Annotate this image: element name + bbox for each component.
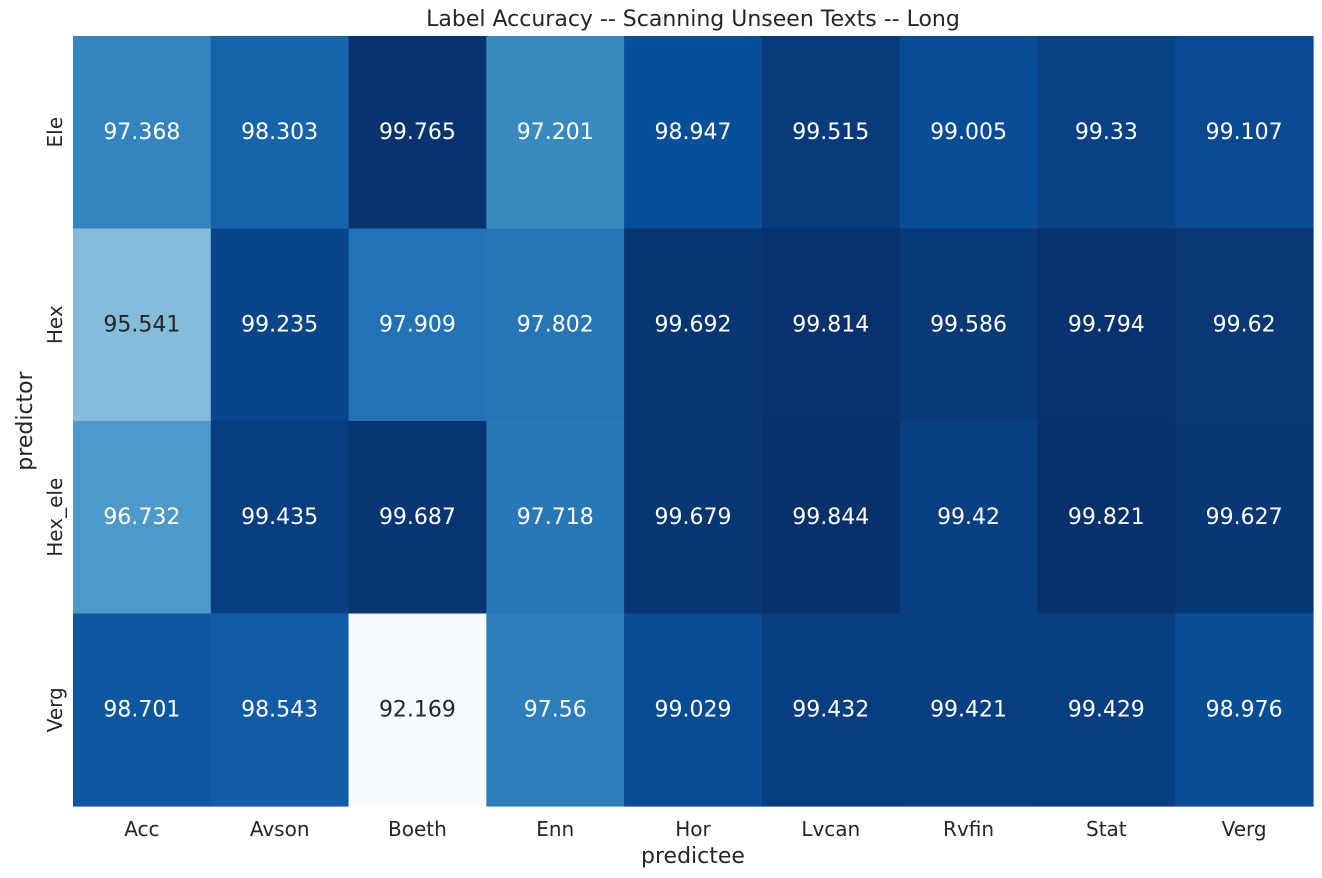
cell-value-label: 99.687: [379, 505, 456, 530]
heatmap-cell: [624, 36, 763, 230]
cell-value-label: 99.107: [1206, 120, 1283, 145]
y-tick-labels: Ele Hex Hex_ele Verg: [43, 117, 67, 732]
heatmap-cell: [761, 36, 901, 230]
cell-value-label: 98.701: [103, 697, 180, 722]
cell-value-label: 98.303: [241, 120, 318, 145]
heatmap-cell: [1175, 228, 1314, 422]
heatmap-cell: [73, 613, 212, 807]
cell-value-label: 99.844: [792, 505, 869, 530]
cell-value-label: 96.732: [103, 505, 180, 530]
heatmap-cell: [486, 36, 625, 230]
heatmap-cell: [1037, 36, 1176, 230]
x-tick-label: Acc: [124, 817, 159, 841]
x-tick-labels: Acc Avson Boeth Enn Hor Lvcan Rvfin Stat Verg: [124, 817, 1266, 841]
heatmap-cell: [210, 613, 350, 807]
cell-value-label: 99.421: [930, 697, 1007, 722]
y-axis-label: predictor: [13, 370, 38, 470]
y-tick-label: Verg: [43, 687, 67, 732]
heatmap-cell: [486, 228, 625, 422]
cell-value-label: 99.765: [379, 120, 456, 145]
y-tick-label: Hex: [43, 305, 67, 344]
cell-value-label: 97.201: [517, 120, 594, 145]
cell-value-label: 99.029: [655, 697, 732, 722]
cell-value-label: 99.432: [792, 697, 869, 722]
heatmap-cell: [624, 613, 763, 807]
heatmap-cell: [1037, 613, 1176, 807]
heatmap-cell-labels: 97.368 98.303 99.765 97.201 98.947 99.515 99.0…: [103, 120, 1282, 723]
heatmap-cell: [73, 36, 212, 230]
cell-value-label: 99.235: [241, 312, 318, 337]
cell-value-label: 99.42: [937, 505, 1000, 530]
heatmap-cell: [1037, 421, 1176, 615]
cell-value-label: 92.169: [379, 697, 456, 722]
heatmap-cell: [348, 421, 487, 615]
cell-value-label: 98.543: [241, 697, 318, 722]
heatmap-cell: [486, 613, 625, 807]
cell-value-label: 98.976: [1206, 697, 1283, 722]
x-tick-label: Verg: [1222, 817, 1267, 841]
heatmap-cell: [899, 228, 1039, 422]
heatmap-cell: [1037, 228, 1176, 422]
heatmap-cell: [348, 228, 487, 422]
cell-value-label: 97.718: [517, 505, 594, 530]
cell-value-label: 99.515: [792, 120, 869, 145]
cell-value-label: 97.802: [517, 312, 594, 337]
x-tick-label: Rvfin: [943, 817, 994, 841]
cell-value-label: 99.627: [1206, 505, 1283, 530]
heatmap-cell: [1175, 36, 1314, 230]
cell-value-label: 95.541: [103, 312, 180, 337]
y-tick-label: Hex_ele: [43, 478, 67, 557]
heatmap-cell: [899, 36, 1039, 230]
cell-value-label: 99.62: [1213, 312, 1276, 337]
chart-title: Label Accuracy -- Scanning Unseen Texts …: [426, 7, 960, 32]
cell-value-label: 99.821: [1068, 505, 1145, 530]
heatmap-cell: [348, 613, 487, 807]
cell-value-label: 99.429: [1068, 697, 1145, 722]
heatmap-cell: [899, 613, 1039, 807]
cell-value-label: 99.794: [1068, 312, 1145, 337]
heatmap-cells: [73, 36, 1314, 807]
cell-value-label: 99.005: [930, 120, 1007, 145]
heatmap-cell: [1175, 613, 1314, 807]
heatmap-cell: [899, 421, 1039, 615]
y-tick-label: Ele: [43, 117, 67, 148]
heatmap-cell: [624, 421, 763, 615]
heatmap-cell: [624, 228, 763, 422]
heatmap-cell: [210, 228, 350, 422]
heatmap-cell: [210, 421, 350, 615]
cell-value-label: 97.368: [103, 120, 180, 145]
heatmap-cell: [73, 421, 212, 615]
x-tick-label: Boeth: [388, 817, 447, 841]
x-tick-label: Avson: [250, 817, 310, 841]
heatmap-cell: [73, 228, 212, 422]
x-tick-label: Enn: [536, 817, 574, 841]
cell-value-label: 99.586: [930, 312, 1007, 337]
x-tick-label: Lvcan: [801, 817, 860, 841]
cell-value-label: 99.814: [792, 312, 869, 337]
cell-value-label: 99.33: [1075, 120, 1138, 145]
heatmap-cell: [761, 228, 901, 422]
heatmap-cell: [761, 613, 901, 807]
cell-value-label: 97.909: [379, 312, 456, 337]
x-axis-label: predictee: [641, 844, 745, 869]
heatmap-cell: [761, 421, 901, 615]
cell-value-label: 99.692: [655, 312, 732, 337]
x-tick-label: Hor: [675, 817, 711, 841]
heatmap-cell: [1175, 421, 1314, 615]
heatmap-cell: [486, 421, 625, 615]
x-tick-label: Stat: [1086, 817, 1127, 841]
heatmap-cell: [210, 36, 350, 230]
cell-value-label: 99.435: [241, 505, 318, 530]
cell-value-label: 99.679: [655, 505, 732, 530]
cell-value-label: 97.56: [524, 697, 587, 722]
cell-value-label: 98.947: [655, 120, 732, 145]
heatmap-cell: [348, 36, 487, 230]
